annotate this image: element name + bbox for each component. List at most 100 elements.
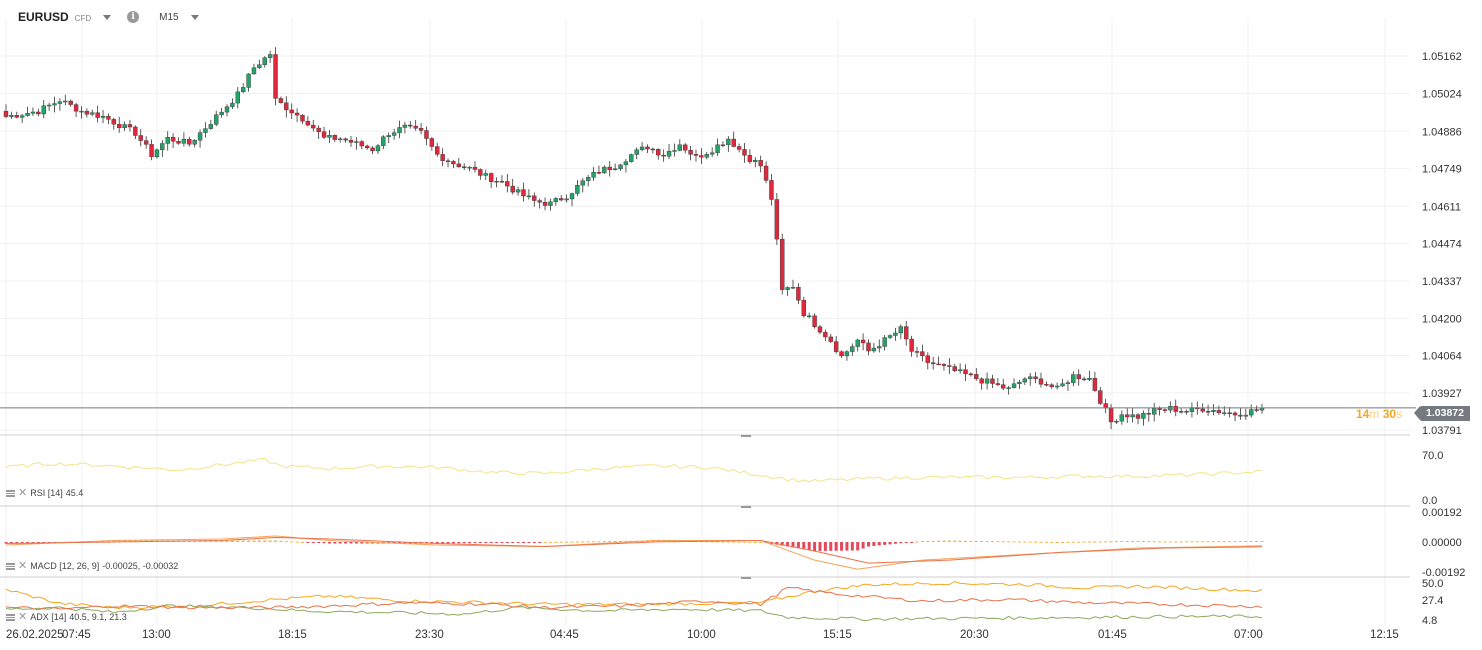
macd-histogram-bar — [1131, 540, 1135, 542]
macd-histogram-bar — [737, 541, 741, 543]
macd-histogram-bar — [543, 542, 547, 543]
macd-histogram-bar — [619, 540, 623, 542]
symbol-label[interactable]: EURUSD — [18, 10, 69, 24]
candle-body — [979, 378, 984, 384]
candle-body — [305, 120, 311, 126]
candle-body — [445, 160, 451, 162]
macd-histogram-bar — [252, 540, 256, 542]
candle-body — [251, 67, 257, 75]
macd-histogram-bar — [872, 542, 876, 546]
candle-body — [246, 73, 251, 88]
macd-histogram-bar — [1168, 541, 1172, 543]
macd-histogram-bar — [829, 542, 833, 551]
candle-body — [106, 115, 111, 120]
macd-histogram-bar — [1104, 541, 1108, 543]
candle-body — [160, 143, 165, 151]
macd-histogram-bar — [1136, 540, 1140, 542]
candle-body — [930, 362, 936, 365]
macd-histogram-bar — [1255, 540, 1259, 542]
macd-histogram-bar — [597, 541, 601, 543]
candle-body — [68, 100, 73, 105]
candle-body — [850, 346, 855, 352]
macd-histogram-bar — [759, 542, 763, 543]
candle-body — [52, 103, 57, 106]
macd-histogram-bar — [1012, 541, 1016, 543]
candle-body — [284, 102, 289, 111]
macd-histogram-bar — [651, 540, 655, 542]
candle-body — [224, 106, 230, 113]
macd-histogram-bar — [538, 542, 542, 543]
candle-body — [941, 364, 947, 366]
macd-histogram-bar — [813, 542, 817, 552]
candle-body — [645, 146, 650, 150]
candle-body — [596, 172, 602, 174]
candle-body — [844, 351, 850, 357]
macd-histogram-bar — [613, 541, 617, 543]
adx-tick-label: 27.4 — [1422, 595, 1443, 607]
time-tick-label: 18:15 — [278, 629, 307, 641]
menu-icon[interactable] — [6, 613, 15, 621]
price-tick-label: 1.04611 — [1422, 201, 1461, 213]
price-tick-label: 1.03927 — [1422, 388, 1462, 400]
symbol-dropdown-chevron-down-icon[interactable] — [103, 14, 112, 20]
grid — [0, 18, 1410, 625]
candle-body — [672, 150, 677, 152]
candle-body — [715, 144, 720, 153]
macd-histogram-bar — [1061, 541, 1065, 543]
macd-histogram-bar — [9, 542, 13, 544]
menu-icon[interactable] — [6, 562, 15, 570]
close-icon[interactable]: ✕ — [18, 610, 28, 623]
macd-histogram-bar — [856, 542, 860, 551]
candle-body — [1103, 403, 1108, 409]
candle-body — [478, 169, 483, 176]
macd-histogram-bar — [500, 542, 504, 543]
macd-histogram-bar — [791, 542, 795, 548]
info-icon[interactable]: i — [127, 11, 140, 23]
macd-histogram-bar — [398, 542, 402, 544]
candle-body — [90, 112, 95, 115]
macd-histogram-bar — [527, 542, 531, 543]
macd-histogram-bar — [31, 542, 35, 543]
macd-tick-label: 0.00000 — [1422, 537, 1462, 549]
candle-body — [806, 315, 812, 318]
macd-histogram-bar — [899, 542, 903, 544]
timeframe-label[interactable]: M15 — [159, 11, 179, 23]
candle-body — [817, 326, 823, 333]
macd-histogram-bar — [1244, 541, 1248, 543]
candle-body — [1130, 414, 1135, 418]
macd-histogram-bar — [1201, 541, 1205, 543]
candle-body — [731, 138, 736, 147]
candle-body — [1092, 378, 1098, 391]
candle-body — [316, 127, 321, 132]
candle-body — [1011, 383, 1017, 388]
candle-body — [666, 150, 672, 157]
close-icon[interactable]: ✕ — [18, 559, 28, 572]
macd-histogram-bar — [845, 542, 849, 551]
candle-body — [753, 160, 758, 162]
candle-body — [823, 332, 828, 338]
candle-body — [84, 110, 90, 115]
macd-histogram-bar — [1125, 541, 1129, 543]
candle-body — [580, 180, 585, 186]
candle-body — [1141, 412, 1146, 419]
macd-histogram-bar — [257, 540, 261, 542]
macd-histogram-bar — [247, 540, 251, 542]
close-icon[interactable]: ✕ — [18, 486, 28, 499]
macd-histogram-bar — [279, 540, 283, 542]
macd-histogram-bar — [753, 541, 757, 543]
candle-body — [257, 64, 262, 68]
candle-body — [639, 146, 645, 150]
candle-body — [3, 110, 9, 117]
candle-body — [634, 149, 639, 155]
menu-icon[interactable] — [6, 489, 15, 497]
adx-tick-label: 50.0 — [1422, 578, 1443, 590]
candle-body — [1076, 374, 1081, 380]
macd-histogram-bar — [1190, 541, 1194, 543]
candle-body — [1081, 378, 1087, 381]
macd-histogram-bar — [1034, 541, 1038, 543]
macd-histogram-bar — [802, 542, 806, 550]
timeframe-dropdown-chevron-down-icon[interactable] — [190, 14, 199, 20]
candle-body — [1222, 412, 1227, 414]
candle-body — [1001, 384, 1006, 389]
